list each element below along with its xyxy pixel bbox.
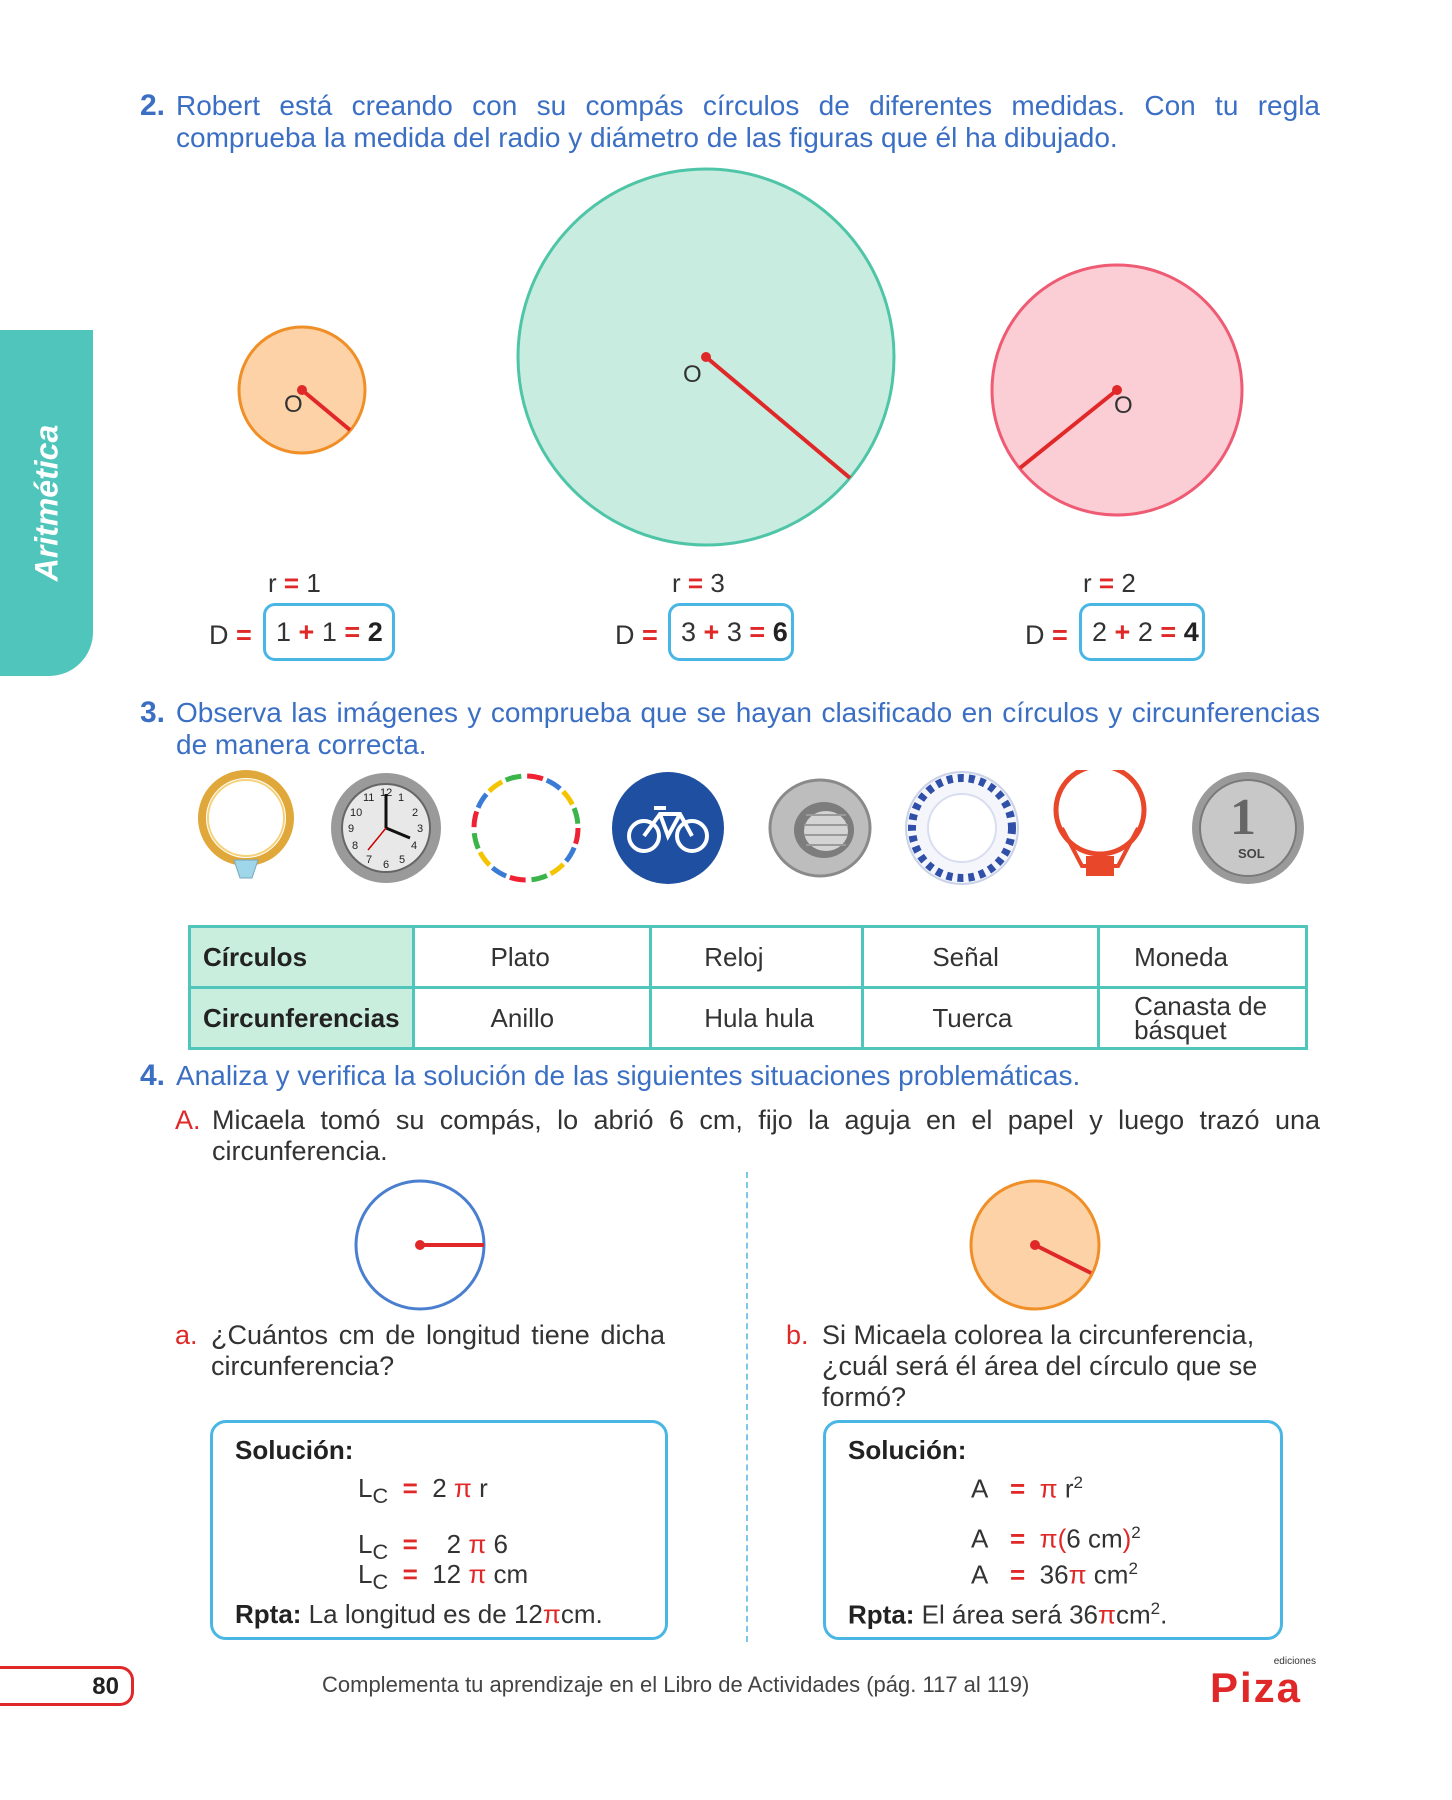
table-row: Circunferencias Anillo Hula hula Tuerca … — [188, 986, 1308, 1050]
circumference-figure — [354, 1179, 486, 1311]
table-row: Círculos Plato Reloj Señal Moneda — [188, 925, 1308, 989]
svg-text:9: 9 — [348, 823, 354, 835]
solution-title: Solución: — [848, 1435, 967, 1465]
svg-text:2: 2 — [412, 807, 418, 819]
svg-text:1: 1 — [1230, 789, 1256, 846]
svg-text:5: 5 — [399, 854, 405, 866]
publisher-logo: ediciones Piza — [1210, 1656, 1316, 1711]
diameter-label-3: D = — [1025, 620, 1068, 650]
circle-area-figure — [969, 1179, 1101, 1311]
center-label-3: O — [1114, 392, 1133, 419]
solution-a-line-3: LC = 12 π cm — [358, 1559, 529, 1595]
radius-circles-figure: O O O — [237, 167, 1244, 547]
svg-text:10: 10 — [350, 807, 362, 819]
circle-small — [237, 325, 367, 455]
ring-icon — [198, 770, 294, 879]
svg-text:12: 12 — [380, 787, 392, 799]
svg-text:7: 7 — [366, 854, 372, 866]
solution-box-b: Solución: A = π r2 A = π(6 cm)2 A = 36π … — [823, 1420, 1283, 1640]
answer-b: Rpta: El área será 36πcm2. — [848, 1599, 1168, 1630]
question-2: 2. Robert está creando con su compás cír… — [140, 90, 1320, 154]
solution-a-line-2: LC = 2 π 6 — [358, 1529, 509, 1565]
diameter-box-3: 2 + 2 = 4 — [1079, 603, 1205, 661]
coin-icon: 1 SOL — [1192, 772, 1304, 884]
svg-text:8: 8 — [352, 840, 358, 852]
table-cell: Plato — [411, 925, 653, 989]
center-label-2: O — [683, 361, 702, 388]
part-b-question: b. Si Micaela colorea la circunferencia,… — [786, 1320, 1258, 1412]
table-cell: Moneda — [1097, 925, 1308, 989]
question-4-number: 4. — [140, 1059, 166, 1092]
circle-large — [516, 167, 896, 547]
svg-text:4: 4 — [411, 840, 417, 852]
solution-b-line-2: A = π(6 cm)2 — [971, 1523, 1141, 1554]
center-label-1: O — [284, 391, 303, 418]
footer-text: Complementa tu aprendizaje en el Libro d… — [322, 1672, 1030, 1697]
nut-icon — [768, 778, 872, 878]
svg-text:11: 11 — [363, 792, 374, 804]
hula-hoop-icon — [471, 773, 581, 883]
side-tab: Aritmética — [0, 330, 93, 676]
situation-a-letter: A. — [175, 1105, 201, 1135]
solution-title: Solución: — [235, 1435, 354, 1465]
row-header-circunferencias: Circunferencias — [188, 986, 415, 1050]
svg-text:6: 6 — [383, 859, 389, 871]
table-cell: Tuerca — [861, 986, 1101, 1050]
column-divider — [746, 1172, 748, 1642]
situation-a: A. Micaela tomó su compás, lo abrió 6 cm… — [175, 1105, 1320, 1167]
diameter-box-1: 1 + 1 = 2 — [263, 603, 395, 661]
table-cell: Canasta de básquet — [1097, 986, 1308, 1050]
table-cell: Reloj — [649, 925, 865, 989]
page-number-tab: 80 — [0, 1666, 134, 1706]
plate-icon — [905, 771, 1019, 885]
table-cell: Anillo — [411, 986, 653, 1050]
radius-label-3: r = 2 — [1083, 568, 1136, 598]
diameter-box-2: 3 + 3 = 6 — [668, 603, 794, 661]
question-4-text: Analiza y verifica la solución de las si… — [176, 1060, 1081, 1091]
table-cell: Hula hula — [649, 986, 865, 1050]
solution-b-line-1: A = π r2 — [971, 1473, 1083, 1504]
radius-label-2: r = 3 — [672, 568, 725, 598]
classification-table: Círculos Plato Reloj Señal Moneda Circun… — [188, 925, 1308, 1050]
clock-icon: 12 1 2 3 4 5 6 7 8 9 10 11 — [331, 773, 441, 883]
situation-a-text: Micaela tomó su compás, lo abrió 6 cm, f… — [212, 1105, 1320, 1166]
svg-text:1: 1 — [398, 792, 404, 804]
diameter-label-2: D = — [615, 620, 658, 650]
page-number: 80 — [92, 1673, 119, 1700]
question-3: 3. Observa las imágenes y comprueba que … — [140, 697, 1320, 761]
svg-text:3: 3 — [417, 823, 423, 835]
solution-b-line-3: A = 36π cm2 — [971, 1559, 1138, 1590]
bicycle-sign-icon — [612, 772, 724, 884]
table-cell: Señal — [861, 925, 1101, 989]
question-2-text: Robert está creando con su compás círcul… — [176, 90, 1320, 153]
question-2-number: 2. — [140, 89, 166, 122]
circle-medium — [990, 263, 1244, 517]
question-4: 4. Analiza y verifica la solución de las… — [140, 1060, 1320, 1092]
radius-label-1: r = 1 — [268, 568, 321, 598]
question-3-text: Observa las imágenes y comprueba que se … — [176, 697, 1320, 760]
solution-box-a: Solución: LC = 2 π r LC = 2 π 6 LC = 12 … — [210, 1420, 668, 1640]
part-a-question: a. ¿Cuántos cm de longitud tiene dicha c… — [175, 1320, 665, 1381]
question-3-number: 3. — [140, 696, 166, 729]
svg-text:SOL: SOL — [1238, 846, 1265, 861]
diameter-label-1: D = — [209, 620, 252, 650]
basket-hoop-icon — [1053, 770, 1147, 876]
row-header-circulos: Círculos — [188, 925, 415, 989]
answer-a: Rpta: La longitud es de 12πcm. — [235, 1599, 603, 1629]
solution-a-line-1: LC = 2 π r — [358, 1473, 488, 1509]
